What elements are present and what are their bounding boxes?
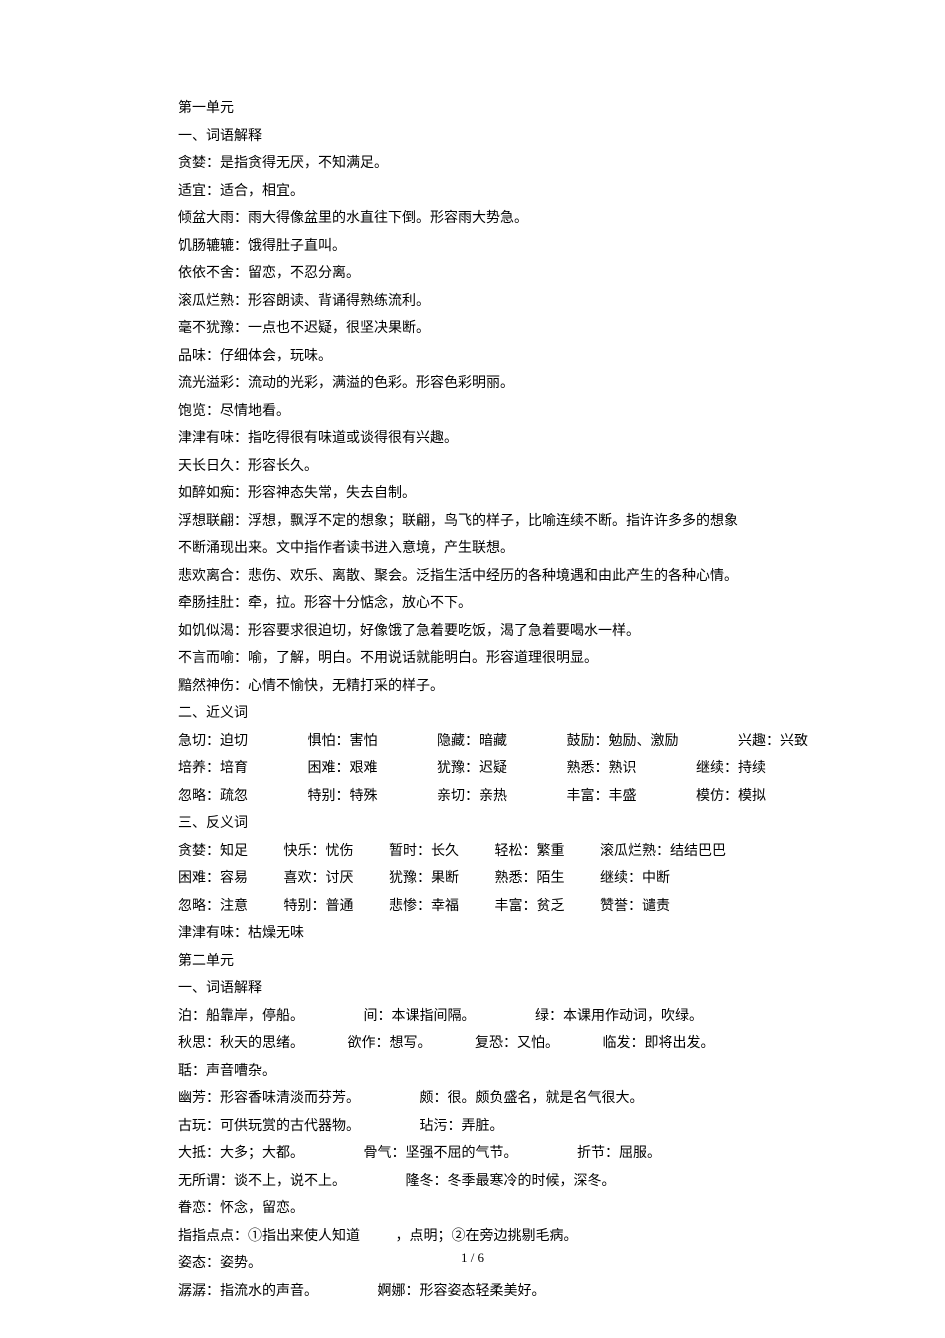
word-row: 贪婪：知足 快乐：忧伤 暂时：长久 轻松：繁重 滚瓜烂熟：结结巴巴 (178, 838, 767, 866)
definition-line: 黯然神伤：心情不愉快，无精打采的样子。 (178, 673, 767, 701)
definition-part: 秋思：秋天的思绪。 (178, 1036, 304, 1051)
word-pair: 特别：特殊 (308, 789, 378, 804)
definition-part: 颇：很。颇负盛名，就是名气很大。 (420, 1091, 644, 1106)
definition-line: 滚瓜烂熟：形容朗读、背诵得熟练流利。 (178, 288, 767, 316)
word-pair: 特别：普通 (284, 899, 354, 914)
definition-line: 秋思：秋天的思绪。 欲作：想写。 复恐：又怕。 临发：即将出发。 (178, 1030, 767, 1058)
word-row: 培养：培育 困难：艰难 犹豫：迟疑 熟悉：熟识 继续：持续 (178, 755, 767, 783)
word-pair: 犹豫：迟疑 (437, 761, 507, 776)
definition-line: 贪婪：是指贪得无厌，不知满足。 (178, 150, 767, 178)
definition-line: 潺潺：指流水的声音。 婀娜：形容姿态轻柔美好。 (178, 1278, 767, 1306)
document-page: 第一单元 一、词语解释 贪婪：是指贪得无厌，不知满足。 适宜：适合，相宜。 倾盆… (0, 0, 945, 1305)
definition-line: 适宜：适合，相宜。 (178, 178, 767, 206)
word-pair: 赞誉：谴责 (600, 899, 670, 914)
definition-line: 津津有味：指吃得很有味道或谈得很有兴趣。 (178, 425, 767, 453)
word-pair: 丰富：贫乏 (495, 899, 565, 914)
unit-title: 第二单元 (178, 948, 767, 976)
word-pair: 滚瓜烂熟：结结巴巴 (600, 844, 726, 859)
word-pair: 贪婪：知足 (178, 844, 248, 859)
word-row: 忽略：注意 特别：普通 悲惨：幸福 丰富：贫乏 赞誉：谴责 (178, 893, 767, 921)
word-pair: 培养：培育 (178, 761, 248, 776)
definition-line: 幽芳：形容香味清淡而芬芳。 颇：很。颇负盛名，就是名气很大。 (178, 1085, 767, 1113)
definition-line: 品味：仔细体会，玩味。 (178, 343, 767, 371)
definition-part: 泊：船靠岸，停船。 (178, 1009, 304, 1024)
section-heading: 一、词语解释 (178, 975, 767, 1003)
definition-line: 眷恋：怀念，留恋。 (178, 1195, 767, 1223)
definition-line: 依依不舍：留恋，不忍分离。 (178, 260, 767, 288)
definition-part: 古玩：可供玩赏的古代器物。 (178, 1119, 360, 1134)
word-pair: 兴趣：兴致 (738, 734, 808, 749)
definition-part: 幽芳：形容香味清淡而芬芳。 (178, 1091, 360, 1106)
definition-part: 无所谓：谈不上，说不上。 (178, 1174, 346, 1189)
definition-part: 复恐：又怕。 (475, 1036, 559, 1051)
definition-part: 玷污：弄脏。 (420, 1119, 504, 1134)
word-pair: 隐藏：暗藏 (437, 734, 507, 749)
word-pair: 模仿：模拟 (696, 789, 766, 804)
definition-part: 欲作：想写。 (348, 1036, 432, 1051)
definition-line: 牵肠挂肚：牵，拉。形容十分惦念，放心不下。 (178, 590, 767, 618)
word-row: 急切：迫切 惧怕：害怕 隐藏：暗藏 鼓励：勉励、激励 兴趣：兴致 (178, 728, 767, 756)
definition-part: 临发：即将出发。 (603, 1036, 715, 1051)
definition-line: 指指点点：①指出来使人知道 ，点明；②在旁边挑剔毛病。 (178, 1223, 767, 1251)
word-pair: 困难：艰难 (308, 761, 378, 776)
definition-line: 悲欢离合：悲伤、欢乐、离散、聚会。泛指生活中经历的各种境遇和由此产生的各种心情。 (178, 563, 767, 591)
definition-line: 流光溢彩：流动的光彩，满溢的色彩。形容色彩明丽。 (178, 370, 767, 398)
definition-part: 绿：本课用作动词，吹绿。 (535, 1009, 703, 1024)
definition-part: 婀娜：形容姿态轻柔美好。 (378, 1284, 546, 1299)
definition-part: 潺潺：指流水的声音。 (178, 1284, 318, 1299)
definition-line: 如饥似渴：形容要求很迫切，好像饿了急着要吃饭，渴了急着要喝水一样。 (178, 618, 767, 646)
word-pair: 暂时：长久 (389, 844, 459, 859)
word-pair: 困难：容易 (178, 871, 248, 886)
section-heading: 一、词语解释 (178, 123, 767, 151)
word-pair: 忽略：注意 (178, 899, 248, 914)
definition-line: 如醉如痴：形容神态失常，失去自制。 (178, 480, 767, 508)
word-pair: 喜欢：讨厌 (284, 871, 354, 886)
definition-line: 不言而喻：喻，了解，明白。不用说话就能明白。形容道理很明显。 (178, 645, 767, 673)
word-pair: 快乐：忧伤 (284, 844, 354, 859)
word-row: 津津有味：枯燥无味 (178, 920, 767, 948)
definition-line: 浮想联翩：浮想，飘浮不定的想象；联翩，鸟飞的样子，比喻连续不断。指许许多多的想象 (178, 508, 767, 536)
definition-line: 饥肠辘辘：饿得肚子直叫。 (178, 233, 767, 261)
definition-line: 聒：声音嘈杂。 (178, 1058, 767, 1086)
word-pair: 惧怕：害怕 (308, 734, 378, 749)
word-pair: 轻松：繁重 (495, 844, 565, 859)
definition-line: 天长日久：形容长久。 (178, 453, 767, 481)
definition-line: 不断涌现出来。文中指作者读书进入意境，产生联想。 (178, 535, 767, 563)
section-heading: 三、反义词 (178, 810, 767, 838)
definition-line: 毫不犹豫：一点也不迟疑，很坚决果断。 (178, 315, 767, 343)
definition-line: 无所谓：谈不上，说不上。 隆冬：冬季最寒冷的时候，深冬。 (178, 1168, 767, 1196)
page-number: 1 / 6 (0, 1250, 945, 1266)
word-row: 困难：容易 喜欢：讨厌 犹豫：果断 熟悉：陌生 继续：中断 (178, 865, 767, 893)
definition-line: 饱览：尽情地看。 (178, 398, 767, 426)
word-pair: 继续：中断 (600, 871, 670, 886)
word-pair: 亲切：亲热 (437, 789, 507, 804)
definition-line: 大抵：大多；大都。 骨气：坚强不屈的气节。 折节：屈服。 (178, 1140, 767, 1168)
word-pair: 犹豫：果断 (389, 871, 459, 886)
word-pair: 丰富：丰盛 (567, 789, 637, 804)
definition-part: 骨气：坚强不屈的气节。 (364, 1146, 518, 1161)
definition-line: 古玩：可供玩赏的古代器物。 玷污：弄脏。 (178, 1113, 767, 1141)
word-row: 忽略：疏忽 特别：特殊 亲切：亲热 丰富：丰盛 模仿：模拟 (178, 783, 767, 811)
definition-part: 折节：屈服。 (577, 1146, 661, 1161)
definition-line: 泊：船靠岸，停船。 间：本课指间隔。 绿：本课用作动词，吹绿。 (178, 1003, 767, 1031)
section-heading: 二、近义词 (178, 700, 767, 728)
word-pair: 鼓励：勉励、激励 (567, 734, 679, 749)
word-pair: 熟悉：陌生 (495, 871, 565, 886)
unit-title: 第一单元 (178, 95, 767, 123)
word-pair: 急切：迫切 (178, 734, 248, 749)
definition-line: 倾盆大雨：雨大得像盆里的水直往下倒。形容雨大势急。 (178, 205, 767, 233)
word-pair: 熟悉：熟识 (567, 761, 637, 776)
definition-part: 大抵：大多；大都。 (178, 1146, 304, 1161)
definition-part: 间：本课指间隔。 (364, 1009, 476, 1024)
definition-part: ，点明；②在旁边挑剔毛病。 (396, 1229, 578, 1244)
word-pair: 继续：持续 (696, 761, 766, 776)
word-pair: 忽略：疏忽 (178, 789, 248, 804)
definition-part: 指指点点：①指出来使人知道 (178, 1229, 360, 1244)
word-pair: 悲惨：幸福 (389, 899, 459, 914)
definition-part: 隆冬：冬季最寒冷的时候，深冬。 (406, 1174, 616, 1189)
